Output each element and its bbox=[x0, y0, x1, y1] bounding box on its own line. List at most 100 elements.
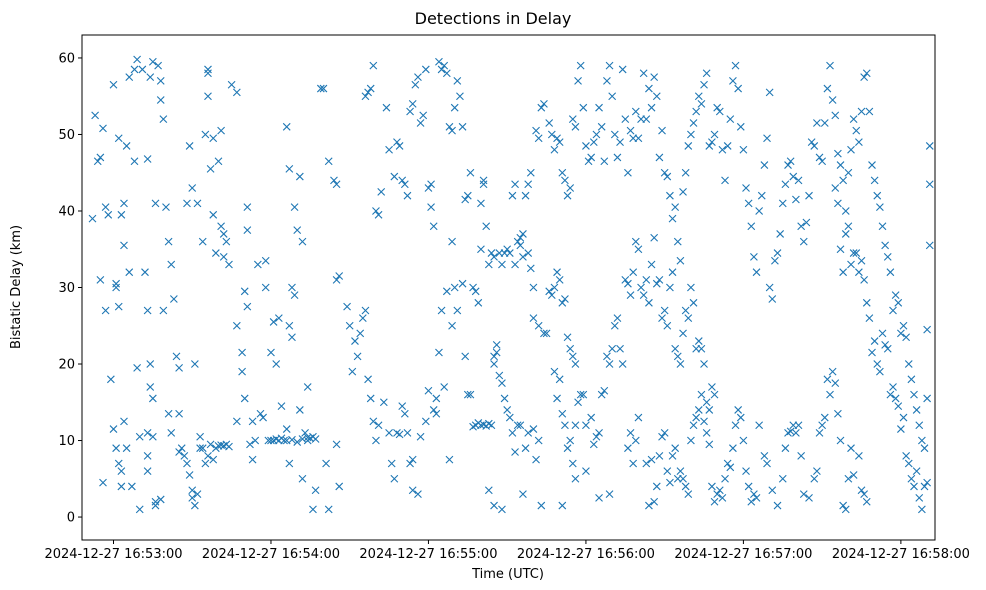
x-tick-label: 2024-12-27 16:57:00 bbox=[674, 547, 812, 562]
data-point bbox=[891, 394, 900, 403]
data-point bbox=[904, 459, 913, 468]
data-point bbox=[335, 272, 344, 280]
data-point bbox=[511, 448, 519, 456]
data-point bbox=[773, 249, 782, 257]
data-point bbox=[721, 474, 729, 483]
data-point bbox=[261, 283, 270, 292]
data-point bbox=[558, 168, 567, 177]
data-point bbox=[196, 444, 204, 453]
data-point bbox=[676, 467, 685, 476]
data-point bbox=[915, 494, 924, 502]
data-point bbox=[868, 161, 876, 169]
data-point bbox=[448, 321, 456, 330]
data-point bbox=[702, 428, 711, 437]
data-point bbox=[534, 134, 543, 143]
data-point bbox=[550, 283, 559, 292]
x-axis: 2024-12-27 16:53:00 2024-12-27 16:54:00 20… bbox=[44, 540, 970, 562]
data-point bbox=[687, 130, 695, 139]
data-point bbox=[204, 92, 212, 101]
data-point bbox=[631, 436, 640, 445]
data-point bbox=[109, 80, 118, 89]
data-point bbox=[180, 451, 189, 460]
data-point bbox=[652, 92, 661, 101]
data-point bbox=[524, 180, 533, 189]
data-point bbox=[566, 344, 575, 353]
data-point bbox=[642, 275, 651, 284]
data-point bbox=[513, 237, 522, 246]
data-point bbox=[540, 329, 548, 338]
data-point bbox=[689, 298, 698, 307]
data-point bbox=[114, 302, 123, 311]
data-point bbox=[920, 482, 929, 491]
data-point bbox=[463, 390, 472, 399]
data-point bbox=[847, 145, 855, 154]
data-point bbox=[550, 145, 559, 154]
data-point bbox=[393, 138, 401, 147]
data-point bbox=[479, 176, 488, 185]
data-point bbox=[547, 291, 556, 300]
data-point bbox=[109, 425, 118, 433]
data-point bbox=[466, 168, 475, 177]
data-point bbox=[240, 394, 249, 403]
y-tick-label: 60 bbox=[58, 51, 75, 66]
data-point bbox=[862, 298, 871, 307]
data-point bbox=[820, 119, 829, 127]
data-point bbox=[390, 474, 399, 483]
data-point bbox=[477, 199, 485, 208]
data-point bbox=[429, 222, 438, 231]
data-point bbox=[705, 406, 714, 414]
data-point bbox=[755, 421, 764, 430]
data-point bbox=[917, 436, 926, 445]
data-point bbox=[285, 459, 294, 468]
data-point bbox=[175, 448, 183, 456]
data-points bbox=[88, 55, 934, 514]
data-point bbox=[146, 360, 155, 368]
data-point bbox=[117, 210, 126, 219]
data-point bbox=[448, 237, 456, 246]
data-point bbox=[742, 467, 750, 476]
data-point bbox=[498, 505, 506, 514]
data-point bbox=[335, 482, 344, 491]
data-point bbox=[198, 444, 207, 453]
data-point bbox=[143, 306, 152, 315]
data-point bbox=[151, 497, 160, 506]
data-point bbox=[679, 474, 687, 483]
data-point bbox=[666, 478, 674, 487]
data-point bbox=[505, 413, 514, 422]
data-point bbox=[810, 474, 819, 483]
data-point bbox=[841, 207, 850, 215]
data-point bbox=[175, 409, 183, 418]
data-point bbox=[631, 107, 640, 116]
data-point bbox=[416, 432, 425, 441]
data-point bbox=[421, 417, 430, 426]
data-point bbox=[655, 451, 664, 460]
data-point bbox=[579, 390, 588, 399]
data-point bbox=[860, 490, 869, 498]
data-point bbox=[595, 103, 603, 112]
data-point bbox=[647, 455, 656, 464]
data-point bbox=[185, 142, 194, 150]
data-point bbox=[555, 375, 564, 384]
data-point bbox=[708, 482, 716, 491]
data-point bbox=[125, 73, 134, 81]
data-point bbox=[204, 69, 212, 78]
data-point bbox=[361, 306, 370, 315]
data-point bbox=[290, 291, 299, 300]
data-point bbox=[802, 218, 811, 227]
data-point bbox=[710, 390, 719, 399]
data-point bbox=[652, 279, 661, 288]
data-point bbox=[786, 427, 795, 436]
data-point bbox=[744, 482, 753, 491]
data-point bbox=[894, 298, 903, 307]
data-point bbox=[836, 161, 845, 169]
data-point bbox=[608, 92, 617, 101]
data-point bbox=[282, 425, 291, 433]
data-point bbox=[382, 103, 391, 112]
data-point bbox=[595, 494, 603, 502]
data-point bbox=[537, 501, 546, 510]
data-point bbox=[663, 467, 672, 476]
data-point bbox=[689, 421, 698, 430]
data-point bbox=[571, 360, 580, 368]
